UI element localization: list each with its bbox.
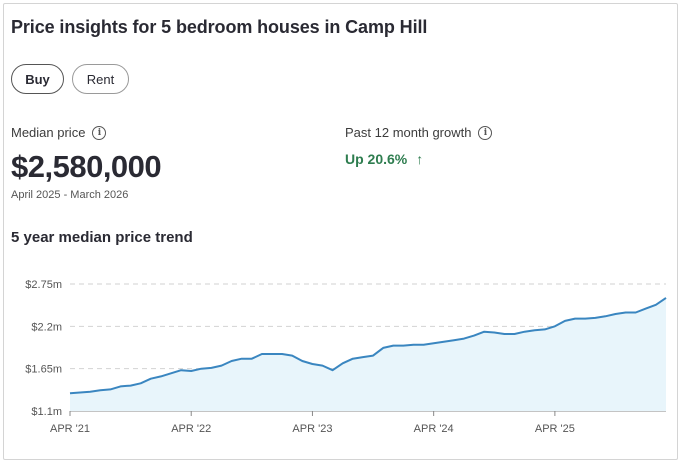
median-price-range: April 2025 - March 2026 — [11, 189, 129, 201]
y-tick-label: $2.2m — [31, 321, 62, 333]
x-tick-label: APR '25 — [535, 423, 575, 435]
growth-value-group: Up 20.6% ↑ — [345, 151, 423, 167]
median-price-value: $2,580,000 — [11, 149, 162, 184]
page-title: Price insights for 5 bedroom houses in C… — [11, 17, 428, 37]
trend-title: 5 year median price trend — [11, 229, 193, 246]
info-icon[interactable]: i — [478, 125, 493, 140]
price-area-fill — [70, 297, 666, 411]
median-price-label: Median price — [11, 125, 86, 140]
x-tick-label: APR '22 — [171, 423, 211, 435]
info-icon[interactable]: i — [92, 125, 107, 140]
growth-value: Up 20.6% — [345, 151, 408, 167]
growth-label: Past 12 month growth — [345, 125, 472, 140]
median-price-label-group: Median price i — [11, 125, 107, 140]
x-tick-label: APR '21 — [50, 423, 90, 435]
tab-rent[interactable]: Rent — [72, 64, 129, 94]
x-tick-label: APR '24 — [414, 423, 454, 435]
x-tick-label: APR '23 — [292, 423, 332, 435]
growth-label-group: Past 12 month growth i — [345, 125, 493, 140]
price-trend-line — [69, 297, 667, 395]
tab-buy[interactable]: Buy — [11, 64, 64, 94]
y-tick-label: $2.75m — [25, 279, 62, 291]
y-tick-label: $1.1m — [31, 406, 62, 418]
arrow-up-icon: ↑ — [416, 151, 424, 167]
y-tick-label: $1.65m — [25, 364, 62, 376]
